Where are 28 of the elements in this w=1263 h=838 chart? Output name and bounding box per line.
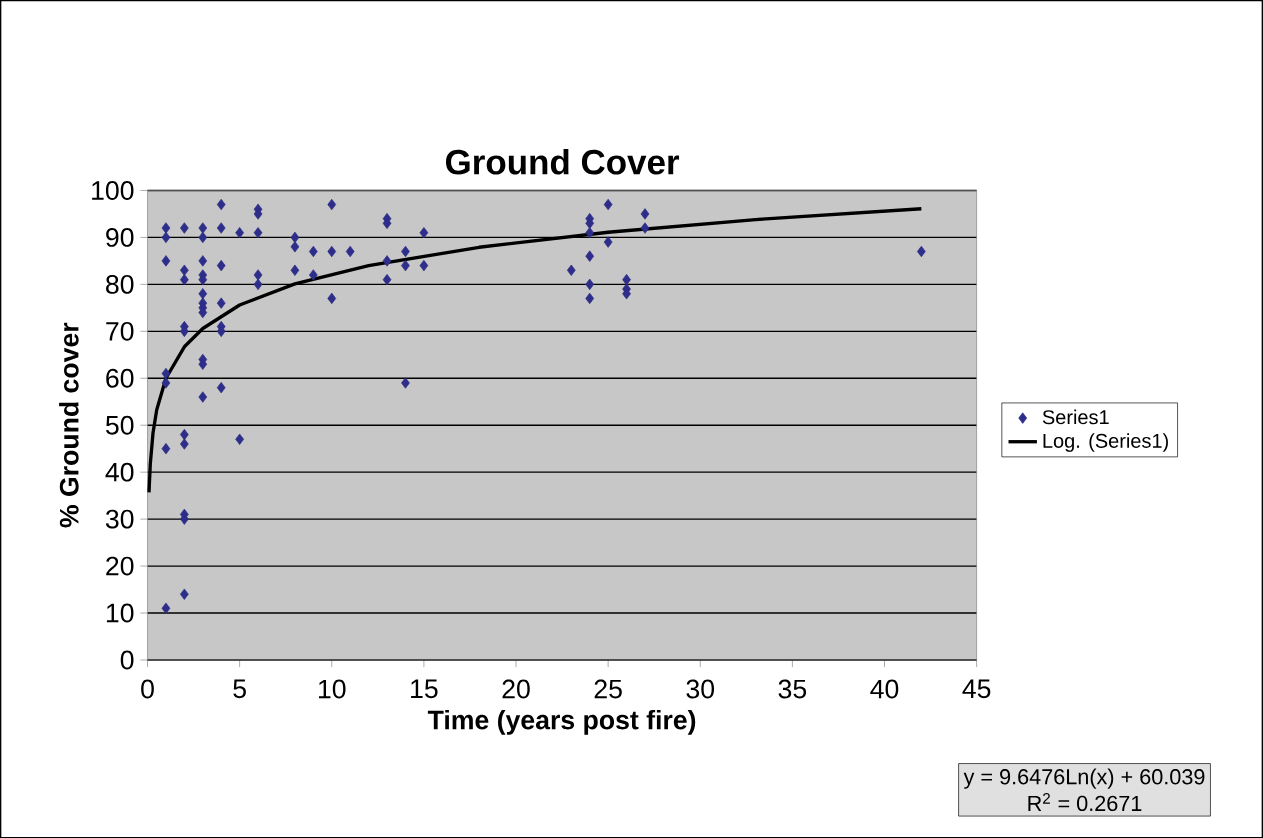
y-tick-label: 10 xyxy=(106,603,134,623)
y-tick-label: 70 xyxy=(106,321,134,341)
legend-label: Log. (Series1) xyxy=(1043,433,1168,452)
text: y = 9.6476Ln(x) + 60.039 xyxy=(963,768,1205,789)
y-tick-label: 60 xyxy=(106,368,134,388)
x-tick-label: 10 xyxy=(318,679,346,699)
y-tick-label: 90 xyxy=(106,227,134,247)
x-tick-label: 35 xyxy=(778,679,807,699)
x-tick-label: 40 xyxy=(870,679,899,699)
x-tick-label: 25 xyxy=(594,679,622,699)
x-tick-label: 45 xyxy=(962,679,991,698)
x-tick-label: 30 xyxy=(686,679,715,699)
x-tick-label: 15 xyxy=(411,679,438,698)
x-tick-label: 5 xyxy=(233,679,246,698)
y-tick-label: 80 xyxy=(106,274,134,294)
y-axis-title: % Ground cover xyxy=(59,322,79,528)
text: R$^{2}$ = 0.2671 xyxy=(1028,792,1142,811)
x-tick-label: 0 xyxy=(141,679,154,699)
y-tick-label: 100 xyxy=(92,180,134,200)
y-tick-label: 50 xyxy=(105,415,134,435)
y-tick-label: 30 xyxy=(105,509,134,529)
legend-label: Series1 xyxy=(1042,409,1109,425)
x-axis-title: Time (years post fire) xyxy=(427,709,696,735)
x-tick-label: 20 xyxy=(502,679,530,699)
y-tick-label: 0 xyxy=(120,650,134,670)
y-tick-label: 20 xyxy=(106,556,134,576)
y-tick-label: 40 xyxy=(105,462,134,482)
chart-title: Ground Cover xyxy=(445,148,680,175)
